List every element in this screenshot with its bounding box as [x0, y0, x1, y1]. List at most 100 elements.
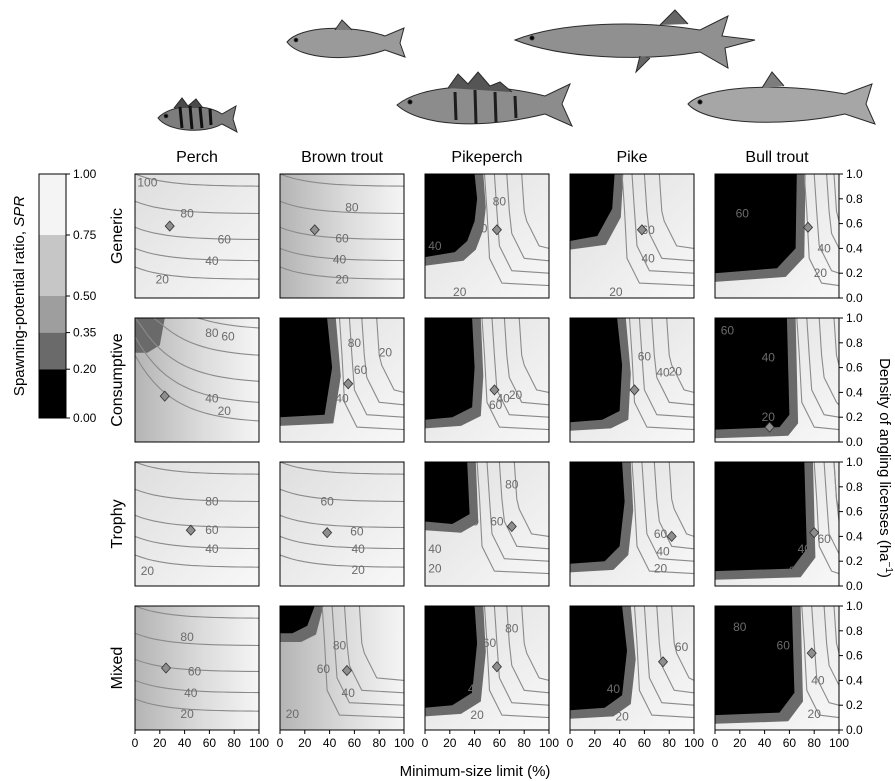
colorbar-tick-label: 1.00 — [73, 167, 97, 181]
panel-brown-trout-consumptive: 80 60 40 20 — [279, 317, 405, 443]
contour-line — [135, 514, 259, 529]
contour-line — [476, 462, 549, 575]
optimum-marker — [160, 662, 172, 674]
contour-label: 20 — [808, 707, 822, 721]
contour-label: 40 — [184, 686, 198, 700]
y-tick-label: 0.0 — [846, 579, 863, 593]
panel-frame — [569, 605, 695, 731]
contour-line — [506, 174, 549, 262]
contour-line — [806, 318, 839, 418]
panel-pike-mixed: 60 40 20 — [569, 605, 695, 731]
contour-label: 80 — [180, 630, 194, 644]
y-tick-label: 0.6 — [846, 361, 863, 375]
contour-label: 40 — [656, 544, 670, 558]
y-tick-label: 0.0 — [846, 723, 863, 737]
contour-label: 80 — [180, 207, 194, 221]
y-tick-label: 0.8 — [846, 480, 863, 494]
contour-label: 40 — [335, 392, 349, 406]
contour-line — [135, 318, 259, 329]
contour-line — [280, 462, 404, 475]
contour-line — [280, 535, 404, 550]
x-tick-label: 80 — [518, 736, 532, 750]
x-tick-label: 80 — [373, 736, 387, 750]
panel-frame — [424, 317, 550, 443]
optimum-marker — [809, 527, 820, 539]
contour-line — [135, 200, 259, 215]
contour-line — [823, 606, 839, 693]
contour-label: 20 — [351, 563, 365, 577]
panel-pike-generic: 60 40 20 — [569, 173, 695, 299]
contour-line — [483, 174, 549, 287]
contour-label: 20 — [453, 285, 467, 299]
contour-label: 80 — [348, 336, 362, 350]
y-tick-label: 0.4 — [846, 241, 863, 255]
optimum-marker — [506, 520, 517, 533]
y-tick-label: 1.0 — [846, 599, 863, 613]
contour-line — [280, 247, 404, 262]
panel-pike-consumptive: 60 40 20 — [569, 317, 695, 443]
spr-band-0.00-0.20 — [425, 462, 470, 524]
contour-line — [483, 606, 549, 719]
colorbar-band — [39, 369, 66, 418]
contour-line — [671, 606, 694, 681]
panel-frame — [424, 461, 550, 587]
contour-line — [651, 318, 694, 406]
optimum-marker — [491, 661, 502, 673]
contour-label: 60 — [490, 515, 504, 529]
panel-frame — [569, 461, 695, 587]
panel-perch-mixed: 80 60 40 20 — [134, 605, 260, 731]
contour-line — [135, 266, 259, 280]
contour-label: 60 — [188, 665, 202, 679]
y-tick-label: 0.0 — [846, 435, 863, 449]
contour-label: 40 — [333, 253, 347, 267]
contour-line — [135, 698, 259, 712]
column-title: Perch — [176, 149, 218, 166]
contour-line — [376, 318, 404, 393]
panel-brown-trout-generic: 80 60 40 20 — [279, 173, 405, 299]
panel-frame — [134, 317, 260, 443]
panel-frame — [134, 173, 260, 299]
x-tick-label: 20 — [443, 736, 457, 750]
contour-label: 20 — [814, 266, 828, 280]
spr-band-0.00-0.20 — [570, 318, 623, 423]
panel-frame — [279, 173, 405, 299]
contour-label: 20 — [609, 285, 623, 299]
bull-trout-illustration — [687, 71, 876, 125]
contour-line — [658, 174, 694, 249]
x-tick-label: 20 — [153, 736, 167, 750]
optimum-marker — [657, 656, 669, 668]
contour-line — [631, 174, 694, 274]
x-tick-label: 60 — [348, 736, 362, 750]
contour-label: 60 — [641, 223, 655, 237]
contour-line — [826, 174, 839, 261]
spr-band-0.00-0.20 — [570, 462, 625, 564]
colorbar-tick-label: 0.50 — [73, 289, 97, 303]
contour-line — [481, 318, 549, 431]
x-tick-label: 20 — [298, 736, 312, 750]
contour-label: 40 — [607, 682, 621, 696]
x-tick-label: 80 — [663, 736, 677, 750]
contour-line — [796, 318, 839, 431]
contour-line — [653, 462, 694, 550]
contour-line — [521, 606, 549, 681]
contour-label: 100 — [137, 176, 157, 190]
x-tick-label: 40 — [323, 736, 337, 750]
spr-band-0.00-0.20 — [280, 606, 315, 634]
contour-label: 20 — [470, 708, 484, 722]
x-tick-label: 100 — [539, 736, 559, 750]
colorbar-band — [39, 296, 66, 333]
contour-line — [280, 554, 404, 568]
panel-perch-trophy: 80 60 40 20 — [134, 461, 260, 587]
contour-line — [521, 174, 549, 249]
contour-line — [638, 318, 694, 418]
contour-line — [503, 318, 549, 406]
contour-line — [668, 462, 694, 537]
spr-band-0.20-0.35 — [135, 318, 165, 353]
contour-line — [506, 606, 549, 694]
contour-line — [135, 535, 259, 550]
contour-line — [135, 554, 259, 568]
contour-line — [666, 318, 694, 393]
spr-band-0.00-0.20 — [715, 174, 797, 274]
x-tick-label: 20 — [588, 736, 602, 750]
